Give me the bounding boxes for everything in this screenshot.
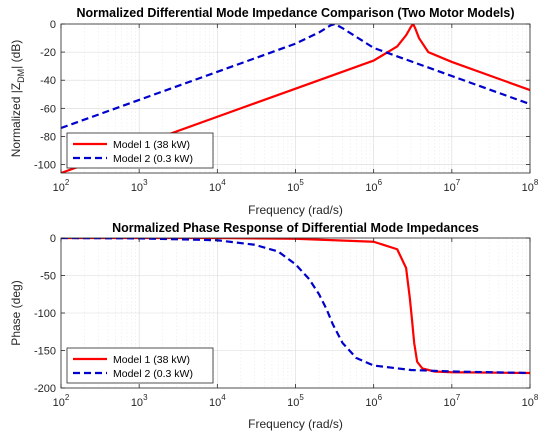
x-tick-base: 10 (443, 397, 455, 409)
x-tick-exponent: 8 (534, 393, 539, 402)
series-line-2 (61, 24, 530, 130)
y-tick-label: -100 (34, 160, 56, 172)
legend-label-1: Model 1 (38 kW) (113, 354, 190, 366)
x-tick-base: 10 (209, 397, 221, 409)
x-tick-label: 103 (131, 393, 148, 409)
x-tick-base: 10 (287, 182, 299, 194)
x-tick-base: 10 (365, 182, 377, 194)
legend: Model 1 (38 kW) Model 2 (0.3 kW) (66, 132, 214, 169)
legend-label-2: Model 2 (0.3 kW) (113, 153, 193, 165)
x-tick-base: 10 (365, 397, 377, 409)
phase-response-plot: 102 103 104 105 106 107 1080-50-100-150-200Nor… (9, 221, 539, 431)
x-tick-base: 10 (131, 182, 143, 194)
x-tick-exponent: 3 (143, 178, 148, 187)
x-tick-exponent: 4 (221, 393, 226, 402)
y-axis-label: Normalized |ZDM| (dB) (9, 40, 26, 158)
x-tick-label: 106 (365, 178, 382, 194)
x-tick-label: 108 (522, 393, 539, 409)
x-tick-base: 10 (287, 397, 299, 409)
x-tick-label: 102 (53, 393, 70, 409)
y-axis-label: Phase (deg) (9, 280, 23, 345)
x-tick-label: 103 (131, 178, 148, 194)
x-tick-label: 102 (53, 178, 70, 194)
x-tick-exponent: 7 (456, 393, 461, 402)
x-tick-base: 10 (522, 397, 534, 409)
impedance-magnitude-plot: 102 103 104 105 106 107 1080-20-40-60-80-100No… (9, 6, 539, 217)
x-tick-base: 10 (443, 182, 455, 194)
x-tick-exponent: 2 (65, 178, 70, 187)
x-tick-exponent: 6 (378, 393, 383, 402)
legend-box (66, 347, 214, 384)
x-tick-base: 10 (131, 397, 143, 409)
y-tick-label: 0 (50, 19, 56, 31)
x-tick-label: 104 (209, 393, 226, 409)
x-tick-label: 106 (365, 393, 382, 409)
x-tick-label: 108 (522, 178, 539, 194)
x-tick-exponent: 3 (143, 393, 148, 402)
y-tick-label: -100 (34, 308, 56, 320)
x-tick-label: 105 (287, 393, 304, 409)
y-axis-label-subscript: DM (16, 69, 26, 83)
x-axis-label: Frequency (rad/s) (248, 203, 343, 217)
chart-title: Normalized Phase Response of Differentia… (112, 221, 479, 235)
x-tick-exponent: 2 (65, 393, 70, 402)
y-tick-label: -60 (40, 103, 56, 115)
legend-label-2: Model 2 (0.3 kW) (113, 368, 193, 380)
legend-label-1: Model 1 (38 kW) (113, 139, 190, 151)
series-line-2 (61, 238, 530, 375)
x-tick-exponent: 6 (378, 178, 383, 187)
x-tick-label: 104 (209, 178, 226, 194)
x-tick-label: 107 (443, 393, 460, 409)
series-group (61, 238, 530, 375)
x-tick-exponent: 5 (299, 178, 304, 187)
y-axis-label-suffix: | (dB) (9, 40, 23, 69)
x-tick-base: 10 (53, 397, 65, 409)
x-tick-exponent: 5 (299, 393, 304, 402)
chart-title: Normalized Differential Mode Impedance C… (76, 6, 514, 20)
y-axis-label-prefix: Normalized |Z (9, 83, 23, 157)
x-tick-label: 107 (443, 178, 460, 194)
y-tick-label: -200 (34, 383, 56, 395)
y-tick-label: -80 (40, 131, 56, 143)
y-tick-label: -50 (40, 271, 56, 283)
y-tick-label: 0 (50, 233, 56, 245)
y-tick-label: -40 (40, 75, 56, 87)
y-tick-label: -150 (34, 346, 56, 358)
x-tick-exponent: 4 (221, 178, 226, 187)
legend-box (66, 132, 214, 169)
x-tick-base: 10 (53, 182, 65, 194)
y-tick-label: -20 (40, 47, 56, 59)
x-tick-label: 105 (287, 178, 304, 194)
x-axis-label: Frequency (rad/s) (248, 417, 343, 431)
series-line-1 (61, 24, 530, 173)
x-tick-exponent: 8 (534, 178, 539, 187)
series-group (61, 24, 530, 173)
x-tick-base: 10 (209, 182, 221, 194)
legend: Model 1 (38 kW) Model 2 (0.3 kW) (66, 347, 214, 384)
x-tick-exponent: 7 (456, 178, 461, 187)
x-tick-base: 10 (522, 182, 534, 194)
